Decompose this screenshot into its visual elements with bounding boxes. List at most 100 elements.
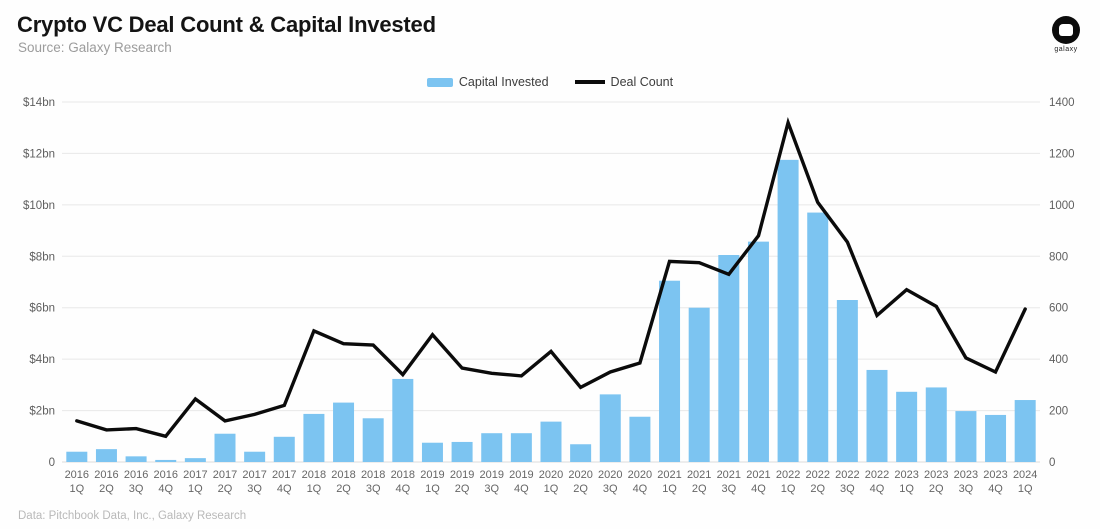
left-axis-tick-0: 0 [49,457,55,469]
bar-2016-2Q [95,449,117,462]
bar-2016-3Q [125,456,147,462]
bar-2021-4Q [747,241,769,462]
bar-2016-1Q [66,451,88,462]
x-label-year-2023-2Q: 2023 [924,469,948,481]
x-label-quarter-2022-4Q: 4Q [870,483,885,495]
right-axis-tick-1000: 1000 [1049,200,1075,212]
x-label-quarter-2016-1Q: 1Q [69,483,84,495]
x-label-quarter-2017-3Q: 3Q [247,483,262,495]
x-label-quarter-2023-4Q: 4Q [988,483,1003,495]
bar-2021-2Q [688,307,710,462]
bar-2017-3Q [244,451,266,462]
bar-2023-4Q [985,414,1007,462]
x-label-year-2021-3Q: 2021 [717,469,741,481]
x-label-year-2021-2Q: 2021 [687,469,711,481]
bar-2016-4Q [155,459,177,462]
chart-source-subtitle: Source: Galaxy Research [18,40,172,55]
x-label-year-2017-4Q: 2017 [272,469,296,481]
x-label-quarter-2024-1Q: 1Q [1018,483,1033,495]
x-label-quarter-2023-3Q: 3Q [959,483,974,495]
left-axis-tick-$12bn: $12bn [23,148,55,160]
bar-2017-4Q [273,436,295,462]
x-label-year-2019-3Q: 2019 [479,469,503,481]
x-label-year-2018-1Q: 2018 [302,469,326,481]
bar-2020-4Q [629,416,651,462]
right-axis-tick-800: 800 [1049,251,1068,263]
x-label-year-2018-2Q: 2018 [331,469,355,481]
bar-2022-3Q [836,300,858,462]
x-label-quarter-2020-3Q: 3Q [603,483,618,495]
left-axis-tick-$2bn: $2bn [29,406,55,418]
data-attribution-note: Data: Pitchbook Data, Inc., Galaxy Resea… [18,510,247,522]
x-label-quarter-2019-1Q: 1Q [425,483,440,495]
x-label-year-2017-3Q: 2017 [242,469,266,481]
capital-invested-swatch-icon [426,77,453,87]
x-label-year-2020-3Q: 2020 [598,469,622,481]
x-label-year-2021-4Q: 2021 [746,469,770,481]
x-label-quarter-2020-4Q: 4Q [633,483,648,495]
x-label-quarter-2022-3Q: 3Q [840,483,855,495]
bar-2017-2Q [214,433,236,462]
x-label-year-2020-4Q: 2020 [628,469,652,481]
bar-2020-2Q [570,444,592,462]
bar-2023-2Q [925,387,947,462]
x-label-quarter-2022-2Q: 2Q [810,483,825,495]
x-label-year-2024-1Q: 2024 [1013,469,1037,481]
x-label-year-2019-2Q: 2019 [450,469,474,481]
bar-2022-2Q [807,212,829,462]
legend-item-deal-count: Deal Count [574,75,673,89]
bar-2023-1Q [896,391,918,462]
x-label-quarter-2016-2Q: 2Q [99,483,114,495]
x-label-year-2019-1Q: 2019 [420,469,444,481]
bar-2017-1Q [184,458,206,462]
x-label-year-2016-2Q: 2016 [94,469,118,481]
right-axis-tick-1200: 1200 [1049,148,1075,160]
x-label-quarter-2016-4Q: 4Q [158,483,173,495]
x-label-year-2021-1Q: 2021 [657,469,681,481]
x-label-year-2017-2Q: 2017 [213,469,237,481]
right-axis-tick-1400: 1400 [1049,97,1075,109]
x-label-year-2019-4Q: 2019 [509,469,533,481]
x-label-quarter-2019-3Q: 3Q [484,483,499,495]
x-label-quarter-2018-1Q: 1Q [307,483,322,495]
right-axis-tick-200: 200 [1049,406,1068,418]
bar-2021-1Q [659,280,681,462]
bar-2019-2Q [451,441,473,462]
left-axis-tick-$4bn: $4bn [29,354,55,366]
galaxy-logo-icon-hole [1059,24,1073,36]
x-label-quarter-2016-3Q: 3Q [129,483,144,495]
bar-2018-2Q [333,402,355,462]
x-label-year-2016-1Q: 2016 [65,469,89,481]
x-label-quarter-2019-2Q: 2Q [455,483,470,495]
left-axis-tick-$14bn: $14bn [23,97,55,109]
bar-2019-4Q [510,433,532,462]
chart-legend: Capital Invested Deal Count [0,75,1100,89]
x-label-year-2022-1Q: 2022 [776,469,800,481]
x-label-quarter-2017-2Q: 2Q [218,483,233,495]
legend-item-capital-invested: Capital Invested [426,75,549,89]
x-label-quarter-2023-1Q: 1Q [899,483,914,495]
bar-2020-1Q [540,421,562,462]
bar-2021-3Q [718,255,740,462]
right-axis-tick-0: 0 [1049,457,1055,469]
bar-2024-1Q [1014,400,1036,462]
x-label-year-2018-3Q: 2018 [361,469,385,481]
left-axis-tick-$10bn: $10bn [23,200,55,212]
bar-2020-3Q [599,394,621,462]
x-label-year-2016-4Q: 2016 [153,469,177,481]
bar-2018-4Q [392,378,414,462]
bar-2019-3Q [481,433,503,462]
x-label-quarter-2018-3Q: 3Q [366,483,381,495]
x-label-quarter-2022-1Q: 1Q [781,483,796,495]
x-label-year-2018-4Q: 2018 [391,469,415,481]
bar-2019-1Q [421,442,443,462]
x-label-quarter-2017-1Q: 1Q [188,483,203,495]
x-label-year-2017-1Q: 2017 [183,469,207,481]
deal-count-line [75,116,1027,439]
x-label-year-2022-3Q: 2022 [835,469,859,481]
bar-2023-3Q [955,411,977,462]
x-label-quarter-2018-4Q: 4Q [395,483,410,495]
x-label-quarter-2023-2Q: 2Q [929,483,944,495]
